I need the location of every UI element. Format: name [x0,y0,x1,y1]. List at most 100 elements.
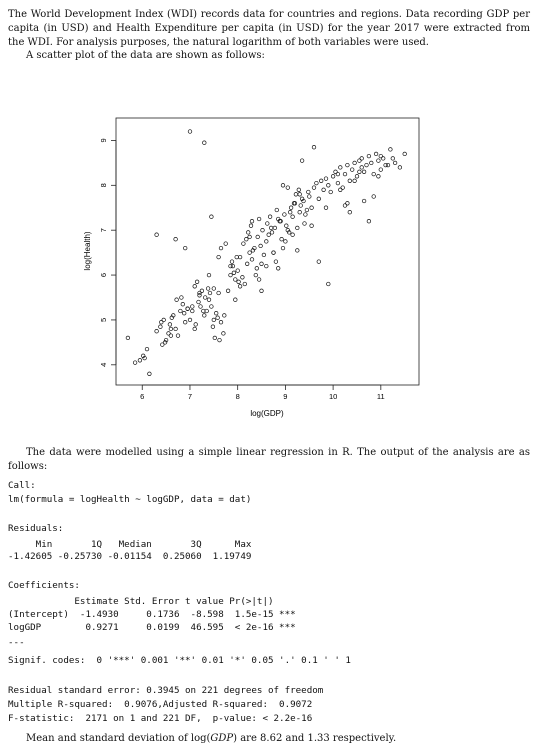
data-point [371,194,376,199]
data-point [333,169,338,174]
data-point [242,281,247,287]
r-signif-codes: Signif. codes: 0 '***' 0.001 '**' 0.01 '… [8,655,351,666]
data-point [160,342,165,347]
data-point [218,245,224,251]
data-point [307,194,312,199]
r-residuals-label: Residuals: [8,523,64,534]
data-point [280,183,286,188]
intro-text: The World Development Index (WDI) record… [8,8,530,63]
data-point [293,192,299,197]
data-point [244,237,249,242]
data-point [267,214,273,219]
data-point [132,360,138,365]
data-point [345,201,350,206]
data-point [233,277,238,282]
data-point [193,322,198,327]
data-point [311,185,317,190]
data-point [306,189,311,195]
data-point [199,288,205,293]
data-point [202,313,207,318]
data-point [316,259,321,264]
data-point [366,153,372,159]
r-call-label: Call: [8,480,36,491]
data-point [247,250,252,255]
r-f-statistic: F-statistic: 2171 on 1 and 221 DF, p-val… [8,713,313,724]
data-point [268,225,274,231]
data-point [285,185,290,190]
data-point [347,210,352,215]
data-point [357,158,362,163]
data-point [383,162,388,168]
data-point [201,308,206,314]
data-point [335,180,341,186]
data-point [364,162,369,168]
data-point [288,205,294,210]
y-tick-label: 7 [99,228,108,232]
data-point [154,232,159,237]
data-point [299,196,305,201]
data-point [253,272,258,278]
data-point [282,212,287,217]
data-point [210,324,216,329]
data-points [125,129,407,376]
plot-frame [115,117,420,386]
data-point [321,187,326,192]
data-point [338,165,343,170]
data-point [241,241,246,246]
data-point [295,225,300,231]
data-point [256,216,262,222]
summary-gdp: GDP [210,733,234,744]
data-point [309,223,314,228]
x-tick-label: 8 [236,392,240,401]
x-tick-label: 6 [140,392,144,401]
data-point [171,313,176,318]
r-separator: --- [8,637,25,648]
y-tick-label: 5 [99,318,108,322]
data-point [163,337,169,343]
data-point [323,176,329,181]
data-point [304,207,310,213]
data-point [302,221,307,226]
data-point [230,263,236,269]
data-point [265,221,270,226]
data-point [246,230,251,235]
data-point [260,228,265,233]
data-point [205,286,211,291]
data-point [206,272,212,278]
data-point [326,281,331,287]
data-point [290,214,295,219]
data-point [218,320,224,325]
data-point [264,263,269,269]
data-point [142,355,147,361]
data-point [376,174,381,179]
data-point [319,178,324,183]
data-point [245,261,250,266]
data-point [223,241,228,246]
data-point [228,263,233,269]
data-point [248,223,254,228]
r-residuals-values: -1.42605 -0.25730 -0.01154 0.25060 1.197… [8,551,252,562]
data-point [233,297,238,302]
data-point [216,254,221,260]
data-point [175,333,181,338]
data-point [298,203,303,208]
r-coefficients-label: Coefficients: [8,580,80,591]
data-point [147,371,152,376]
data-point [249,257,255,262]
data-point [225,288,231,293]
data-point [158,324,163,329]
data-point [256,277,262,282]
data-point [361,198,367,204]
data-point [254,266,259,271]
data-point [295,248,300,253]
data-point [342,203,348,208]
data-point [335,171,341,177]
data-point [261,252,267,258]
data-point [167,322,173,327]
y-tick-label: 8 [99,183,108,187]
data-point [237,254,243,260]
data-point [303,212,308,217]
data-point [330,174,336,179]
data-point [174,297,179,302]
summary-sentence: Mean and standard deviation of log(GDP) … [26,733,396,744]
